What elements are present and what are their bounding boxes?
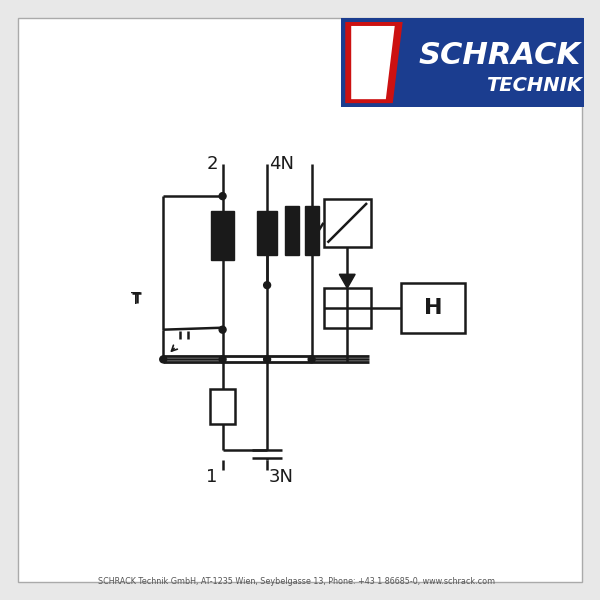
Bar: [305, 206, 319, 256]
Polygon shape: [340, 274, 355, 288]
Text: SCHRACK Technik GmbH, AT-1235 Wien, Seybelgasse 13, Phone: +43 1 86685-0, www.sc: SCHRACK Technik GmbH, AT-1235 Wien, Seyb…: [98, 577, 496, 586]
Text: 2: 2: [206, 155, 218, 173]
Bar: [323, 288, 371, 328]
Text: 3N: 3N: [269, 468, 294, 486]
Text: H: H: [424, 298, 442, 318]
Text: 4N: 4N: [269, 155, 294, 173]
Circle shape: [219, 356, 226, 363]
Circle shape: [308, 356, 315, 363]
Circle shape: [219, 326, 226, 333]
Polygon shape: [351, 26, 395, 99]
Text: TECHNIK: TECHNIK: [486, 76, 582, 95]
Polygon shape: [345, 22, 403, 103]
Circle shape: [219, 193, 226, 200]
Text: T: T: [131, 292, 140, 307]
Circle shape: [263, 356, 271, 363]
Text: SCHRACK: SCHRACK: [419, 41, 581, 70]
Circle shape: [263, 281, 271, 289]
Bar: [323, 199, 371, 247]
Bar: [401, 283, 465, 332]
Bar: [341, 18, 584, 107]
Text: 1: 1: [206, 468, 218, 486]
Circle shape: [160, 356, 167, 363]
Bar: [211, 211, 235, 260]
Bar: [210, 389, 235, 424]
Bar: [285, 206, 299, 256]
Bar: [257, 211, 277, 256]
